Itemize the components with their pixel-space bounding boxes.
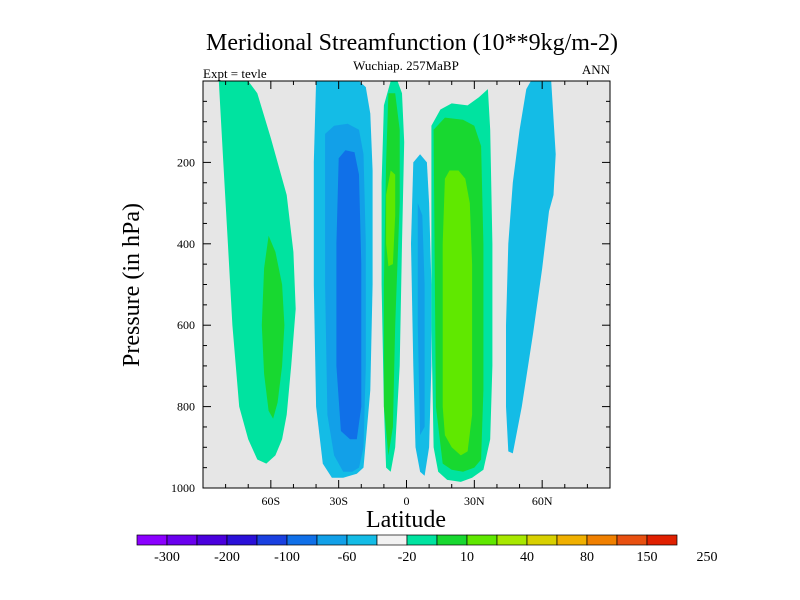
colorbar: -300 -200 -100 -60 -20 10 40 80 150 250	[136, 534, 718, 565]
y-tick-label: 400	[177, 237, 195, 251]
chart-title: Meridional Streamfunction (10**9kg/m-2)	[206, 30, 618, 56]
x-axis-label: Latitude	[366, 507, 446, 533]
axis-ticks: 60S 30S 0 30N 60N 200 400 600 800 1000	[171, 81, 610, 508]
contour-regions	[218, 81, 556, 482]
x-tick-label: 30N	[464, 494, 485, 508]
colorbar-swatch	[436, 534, 468, 546]
colorbar-label: 150	[637, 550, 658, 565]
colorbar-label: 10	[460, 550, 474, 565]
colorbar-swatch	[376, 534, 408, 546]
x-tick-label: 0	[404, 494, 410, 508]
colorbar-label: 40	[520, 550, 534, 565]
eq-cell-level-40	[383, 93, 400, 456]
colorbar-swatch	[256, 534, 288, 546]
eq-cell-level-m20	[417, 203, 425, 436]
colorbar-swatch	[166, 534, 198, 546]
colorbar-swatch	[496, 534, 528, 546]
chart-subtitle-right: ANN	[582, 62, 611, 77]
nh-outer-cell-level-m10	[506, 81, 556, 454]
colorbar-swatch	[346, 534, 378, 546]
y-tick-label: 1000	[171, 481, 195, 495]
colorbar-swatch	[226, 534, 258, 546]
x-tick-label: 30S	[329, 494, 348, 508]
x-tick-label: 60N	[532, 494, 553, 508]
colorbar-swatch	[196, 534, 228, 546]
chart-subtitle-left: Expt = tevle	[203, 66, 267, 81]
sh-cell-level-m60	[336, 150, 362, 440]
colorbar-label: 250	[697, 550, 718, 565]
colorbar-swatch	[646, 534, 678, 546]
colorbar-label: 80	[580, 550, 594, 565]
colorbar-swatch	[616, 534, 648, 546]
x-tick-label: 60S	[261, 494, 280, 508]
colorbar-swatch	[136, 534, 168, 546]
y-tick-label: 600	[177, 318, 195, 332]
y-tick-label: 200	[177, 155, 195, 169]
colorbar-swatch	[586, 534, 618, 546]
colorbar-label: -200	[214, 550, 240, 565]
colorbar-swatch	[526, 534, 558, 546]
colorbar-label: -100	[274, 550, 300, 565]
nh-cell-level-80	[442, 170, 473, 456]
colorbar-label: -20	[398, 550, 417, 565]
colorbar-label: -300	[154, 550, 180, 565]
y-tick-label: 800	[177, 400, 195, 414]
y-axis-label: Pressure (in hPa)	[119, 203, 145, 367]
chart-subtitle-center: Wuchiap. 257MaBP	[353, 58, 459, 73]
eq-cell-level-80	[386, 170, 396, 267]
colorbar-swatch	[556, 534, 588, 546]
colorbar-label: -60	[338, 550, 357, 565]
colorbar-swatch	[466, 534, 498, 546]
colorbar-swatch	[406, 534, 438, 546]
colorbar-swatch	[316, 534, 348, 546]
colorbar-swatch	[286, 534, 318, 546]
sh-outer-cell-level-40	[261, 235, 285, 419]
